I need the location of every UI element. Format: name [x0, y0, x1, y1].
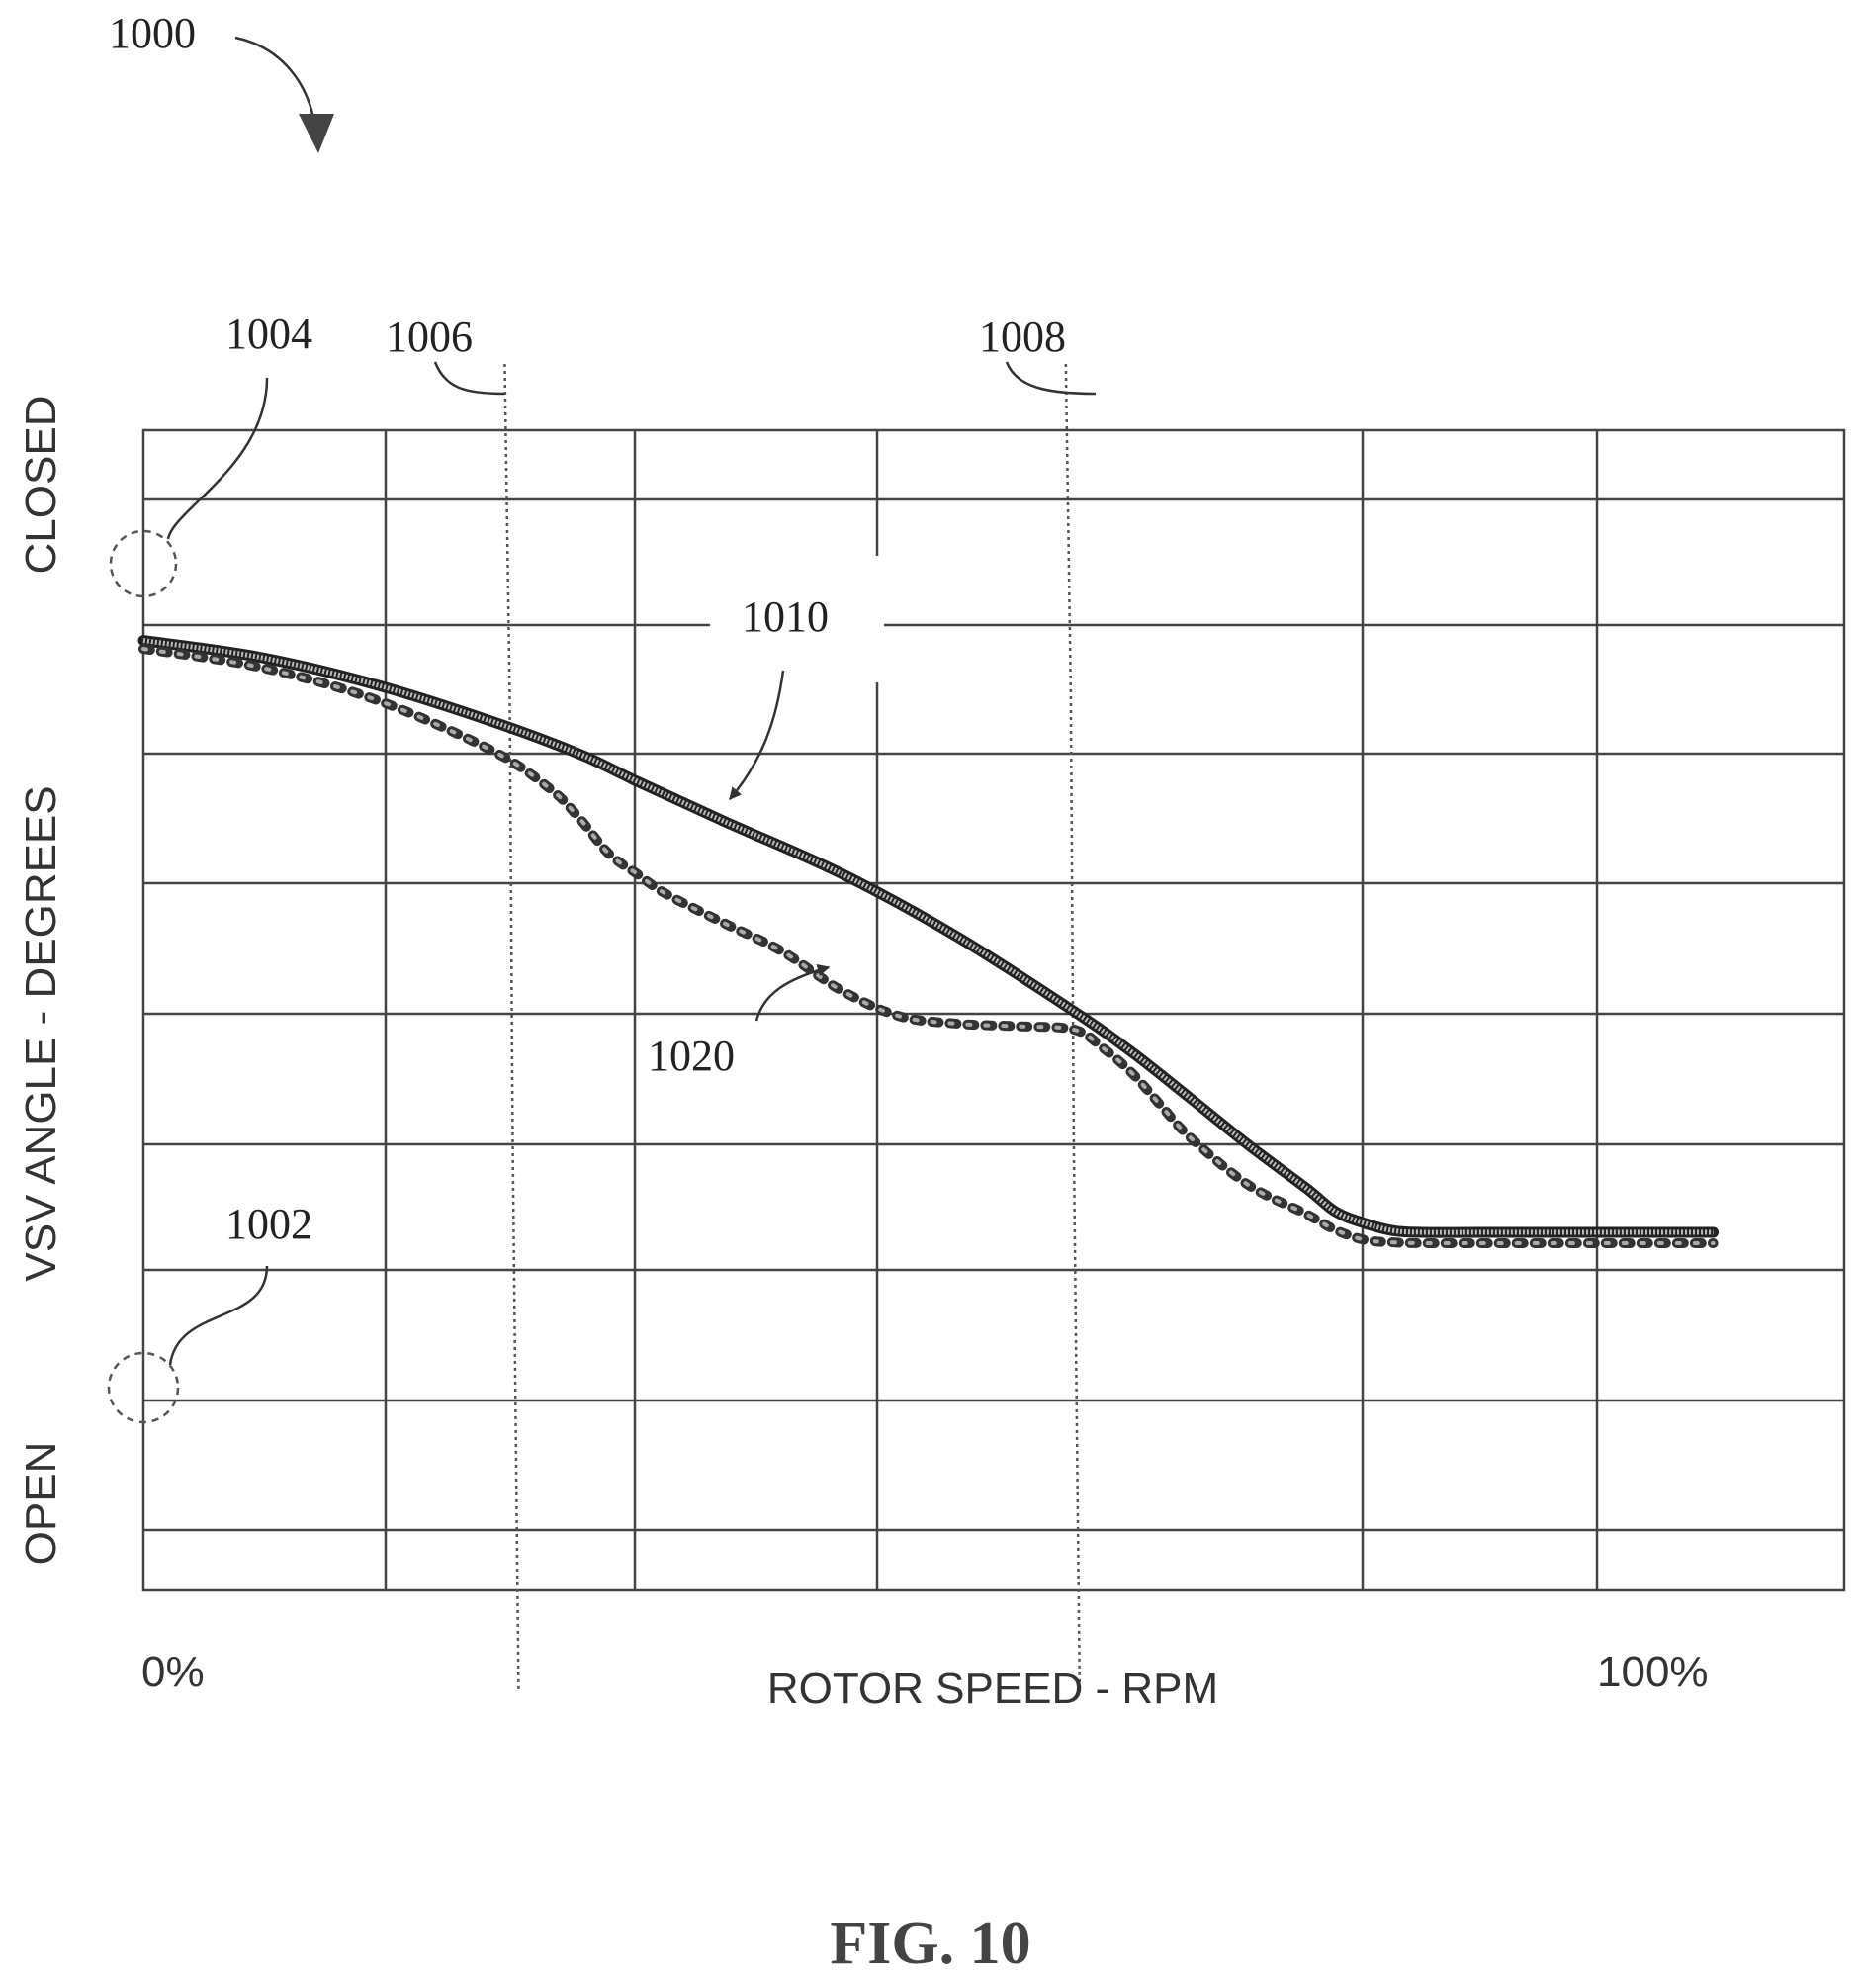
x-axis-label: ROTOR SPEED - RPM	[767, 1665, 1218, 1713]
closed-point-leader	[166, 377, 269, 540]
curve-solid-ref: 1010	[742, 592, 829, 641]
y-tick-open: OPEN	[17, 1442, 65, 1566]
series-line-1020-texture	[141, 647, 1716, 1246]
open-point-circle	[107, 1351, 180, 1424]
first-speed-ref: 1006	[386, 313, 473, 361]
x-tick-0: 0%	[141, 1648, 205, 1696]
first-speed-leader	[433, 361, 505, 396]
second-speed-leader	[1005, 361, 1097, 396]
chart-grid	[141, 428, 1846, 1592]
y-tick-closed: CLOSED	[17, 396, 65, 575]
series-line-1010	[137, 635, 1720, 1238]
second-speed-ref: 1008	[979, 313, 1066, 361]
curve-dotted-leader	[754, 964, 831, 1022]
curve-solid-leader	[729, 670, 785, 800]
y-axis-label: VSV ANGLE - DEGREES	[17, 785, 65, 1281]
closed-point-ref: 1004	[225, 310, 312, 358]
curve-solid-label-bg	[710, 593, 883, 655]
figure-ref-label: 1000	[109, 9, 196, 57]
open-point-leader	[168, 1265, 269, 1366]
closed-point-circle	[109, 529, 178, 598]
x-tick-100: 100%	[1597, 1648, 1709, 1696]
series-line-1020	[138, 644, 1719, 1249]
curve-dotted-ref: 1020	[648, 1032, 735, 1080]
figure-title: FIG. 10	[830, 1910, 1030, 1977]
open-point-ref: 1002	[225, 1200, 312, 1248]
series-group	[137, 635, 1720, 1249]
figure-ref-arrowhead	[299, 114, 334, 153]
speed-marker-line-1	[503, 363, 520, 1692]
plot-frame	[141, 428, 1846, 1592]
